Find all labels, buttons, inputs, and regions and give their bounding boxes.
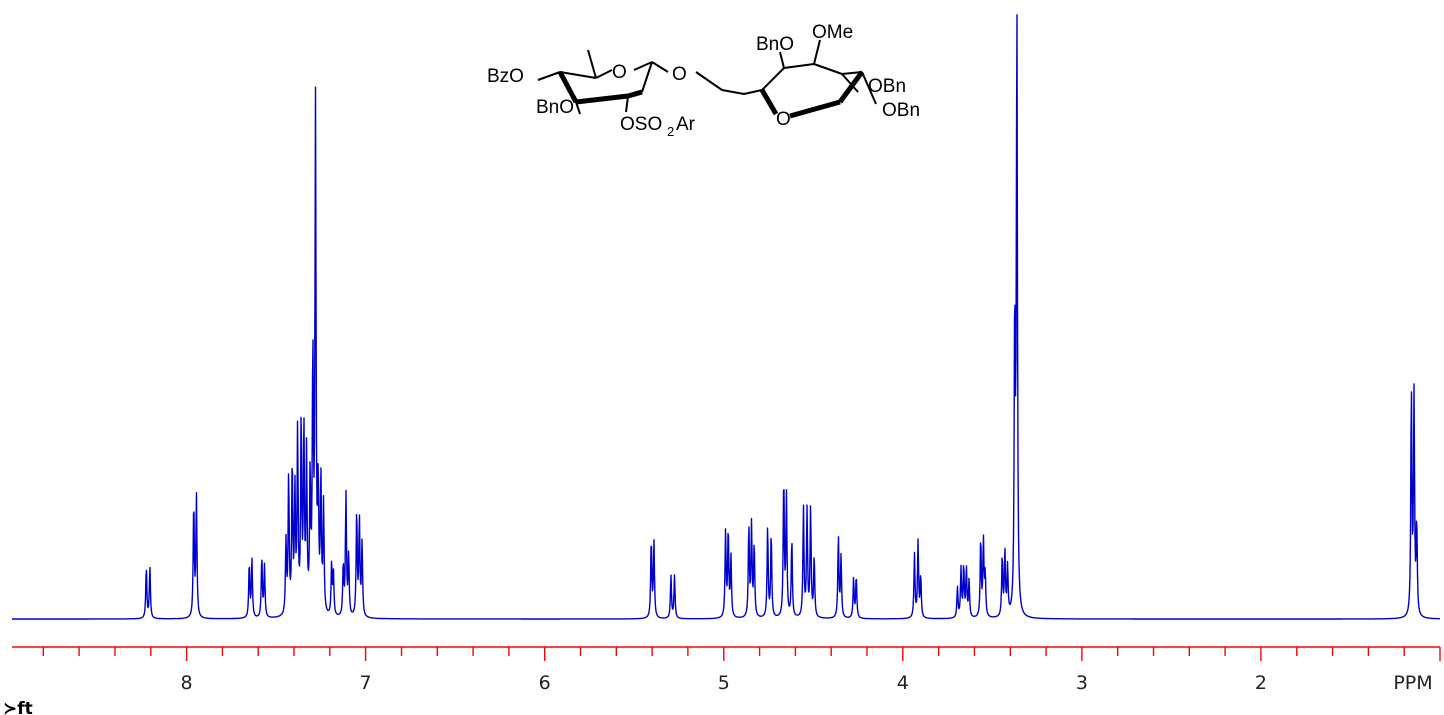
corner-label: ≻ft: [3, 699, 33, 715]
peak-2: [192, 502, 195, 505]
axis-tick-labels: 8 7 6 5 4 3 2: [181, 672, 1267, 694]
peak-6: [260, 557, 263, 560]
structure-label-ring-oxygen-right: O: [776, 109, 791, 130]
structure-label-obn-upper: OBn: [868, 76, 906, 97]
peak-10: [291, 465, 294, 468]
structure-label-glycosidic-oxygen: O: [672, 64, 687, 85]
peak-42: [782, 477, 785, 480]
structure-label-bno-right: BnO: [756, 34, 794, 55]
peak-35: [727, 529, 730, 532]
chemical-structure: [537, 39, 877, 119]
peak-52: [855, 575, 858, 578]
peak-44: [790, 538, 793, 541]
structure-label-oso2ar-ar: Ar: [676, 114, 696, 135]
structure-label-oso2ar-o: OSO: [620, 114, 662, 135]
peak-4: [248, 563, 251, 566]
structure-label-obn-lower: OBn: [882, 100, 920, 121]
peak-30: [650, 538, 653, 541]
structure-label-bzo: BzO: [487, 66, 524, 87]
tick-label-6: 6: [539, 672, 551, 694]
structure-label-ring-oxygen-left: O: [612, 62, 627, 83]
peak-0: [145, 566, 148, 569]
spectrum-trace: [11, 14, 1441, 620]
structure-label-bno-left: BnO: [536, 97, 574, 118]
peak-61: [979, 538, 982, 541]
tick-label-5: 5: [718, 672, 730, 694]
peak-41: [770, 532, 773, 535]
tick-label-8: 8: [181, 672, 193, 694]
structure-label-oso2ar-subscript: 2: [667, 124, 674, 139]
peak-27: [355, 511, 358, 514]
structure-label-ome: OMe: [812, 22, 853, 43]
peak-marks: [145, 15, 1418, 590]
axis-unit-label: PPM: [1393, 672, 1432, 694]
structure-labels: BzO BnO O O OSO 2 Ar BnO OMe OBn OBn O: [487, 22, 920, 139]
tick-label-7: 7: [360, 672, 372, 694]
tick-label-3: 3: [1076, 672, 1088, 694]
ppm-axis: 8 7 6 5 4 3 2 PPM: [12, 646, 1441, 694]
tick-label-4: 4: [897, 672, 909, 694]
axis-ticks: [42, 647, 1441, 661]
tick-label-2: 2: [1255, 672, 1267, 694]
